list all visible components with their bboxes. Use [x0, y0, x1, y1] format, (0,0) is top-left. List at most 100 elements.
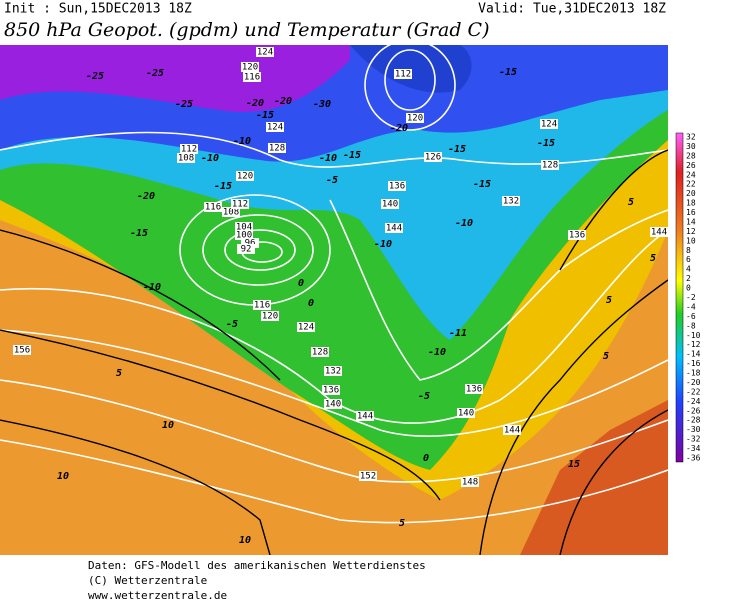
geopotential-label-box [394, 69, 412, 79]
colorbar-label: -6 [686, 312, 696, 321]
geopotential-label: 144 [386, 224, 402, 234]
geopotential-label-box [322, 385, 340, 395]
geopotential-label-box [266, 122, 284, 132]
temperature-label: -10 [319, 153, 337, 164]
temperature-label: 5 [606, 295, 612, 306]
colorbar-label: -28 [686, 416, 701, 425]
geopotential-label: 124 [541, 120, 557, 130]
temperature-label: -15 [537, 138, 555, 149]
temperature-label: 5 [650, 253, 656, 264]
geopotential-label-box [241, 62, 259, 72]
geopotential-label: 148 [462, 478, 478, 488]
colorbar-label: 32 [686, 133, 696, 142]
temperature-label: -25 [86, 71, 104, 82]
geopotential-label: 96 [245, 239, 256, 249]
geopotential-label-box [256, 47, 274, 57]
temperature-label: -10 [201, 153, 219, 164]
geopotential-label-box [297, 322, 315, 332]
geopotential-label: 100 [236, 231, 252, 241]
geopotential-label: 144 [651, 228, 667, 238]
geopotential-label: 116 [254, 301, 270, 311]
colorbar-label: 12 [686, 227, 696, 236]
geopotential-label: 144 [504, 426, 520, 436]
geopotential-label-box [540, 119, 558, 129]
footer-url: www.wetterzentrale.de [88, 589, 227, 600]
colorbar-label: -18 [686, 369, 701, 378]
colorbar-label: -4 [686, 302, 696, 311]
colorbar-label: -32 [686, 435, 701, 444]
geopotential-label: 140 [382, 200, 398, 210]
temperature-label: 0 [423, 453, 429, 464]
temperature-label: -25 [146, 68, 164, 79]
colorbar-label: 28 [686, 151, 696, 160]
geopotential-label: 132 [325, 367, 341, 377]
temperature-label: -20 [274, 96, 292, 107]
colorbar-label: -24 [686, 397, 701, 406]
init-time: Init : Sun,15DEC2013 18Z [4, 2, 192, 17]
colorbar-label: -30 [686, 425, 701, 434]
colorbar [675, 132, 684, 463]
geopotential-label-box [311, 347, 329, 357]
field-hot [520, 400, 668, 555]
geopotential-label-box [461, 477, 479, 487]
geopotential-label-box [222, 207, 240, 217]
temperature-label: -20 [390, 123, 408, 134]
geopotential-label-box [324, 366, 342, 376]
geopotential-label-box [235, 230, 253, 240]
temperature-label: -15 [130, 228, 148, 239]
geopotential-label-box [253, 300, 271, 310]
temperature-label: -20 [137, 191, 155, 202]
colorbar-label: 24 [686, 170, 696, 179]
geopotential-label: 92 [241, 245, 252, 255]
geopotential-label: 128 [312, 348, 328, 358]
temperature-label: 10 [57, 471, 69, 482]
geopotential-label: 136 [466, 385, 482, 395]
colorbar-label: 20 [686, 189, 696, 198]
geopotential-label: 136 [569, 231, 585, 241]
geopotential-label: 108 [223, 208, 239, 218]
geopotential-label-box [237, 244, 255, 254]
valid-time: Valid: Tue,31DEC2013 18Z [478, 2, 666, 17]
temperature-label: -15 [256, 110, 274, 121]
geopotential-label: 112 [232, 200, 248, 210]
geopotential-label: 128 [542, 161, 558, 171]
colorbar-label: 0 [686, 284, 691, 293]
temperature-label: 5 [399, 518, 405, 529]
colorbar-label: 16 [686, 208, 696, 217]
colorbar-label: -22 [686, 387, 701, 396]
geopotential-label: 108 [178, 154, 194, 164]
geopotential-label-box [465, 384, 483, 394]
colorbar-label: -2 [686, 293, 696, 302]
temperature-label: -30 [313, 99, 331, 110]
colorbar-label: -14 [686, 350, 701, 359]
temperature-label: 5 [603, 351, 609, 362]
geopotential-label-box [236, 171, 254, 181]
geopotential-label: 104 [236, 223, 252, 233]
temperature-label: 5 [116, 368, 122, 379]
temperature-label: 5 [628, 197, 634, 208]
geopotential-label-box [180, 144, 198, 154]
geopotential-label: 140 [458, 409, 474, 419]
geopotential-label-box [385, 223, 403, 233]
geopotential-label-box [204, 202, 222, 212]
colorbar-label: 26 [686, 161, 696, 170]
geopotential-label: 124 [298, 323, 314, 333]
geopotential-label: 144 [357, 412, 373, 422]
colorbar-label: 4 [686, 265, 691, 274]
temperature-label: -11 [449, 328, 467, 339]
temperature-label: -10 [143, 282, 161, 293]
geopotential-label-box [650, 227, 668, 237]
colorbar-label: -36 [686, 454, 701, 463]
geopotential-label: 120 [262, 312, 278, 322]
geopotential-label-box [243, 72, 261, 82]
field-blue-dark [350, 45, 472, 93]
temperature-label: -10 [374, 239, 392, 250]
colorbar-label: 10 [686, 236, 696, 245]
temperature-label: 10 [162, 420, 174, 431]
temperature-label: -10 [233, 136, 251, 147]
geopotential-label: 124 [267, 123, 283, 133]
geopotential-label: 112 [395, 70, 411, 80]
colorbar-label: 8 [686, 246, 691, 255]
